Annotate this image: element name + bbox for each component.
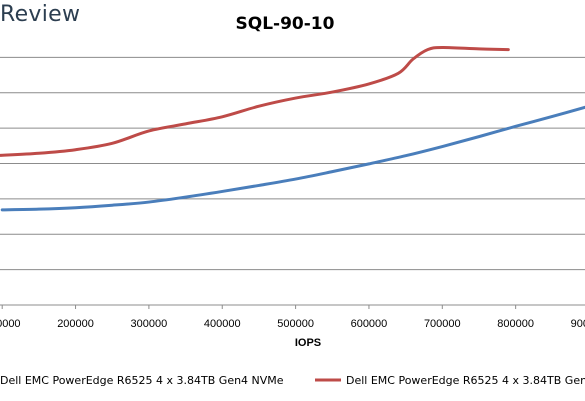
x-tick-label: 800000 — [497, 318, 534, 330]
legend-label-2: Dell EMC PowerEdge R6525 4 x 3.84TB Gen3 — [346, 374, 585, 387]
x-tick-label: 700000 — [424, 318, 461, 330]
x-tick-label: 100000 — [0, 318, 21, 330]
site-logo: Review — [0, 2, 81, 27]
gridlines — [0, 56, 585, 306]
legend-label-1: Dell EMC PowerEdge R6525 4 x 3.84TB Gen4… — [0, 374, 284, 387]
x-tick-label: 400000 — [204, 318, 241, 330]
x-axis: 100000 200000 300000 400000 500000 600000 7000… — [0, 305, 585, 330]
chart-title: SQL-90-10 — [235, 14, 335, 34]
x-tick-label: 900000 — [571, 318, 585, 330]
series-line-2 — [0, 45, 510, 157]
x-tick-label: 200000 — [57, 318, 94, 330]
x-tick-label: 300000 — [131, 318, 168, 330]
x-tick-label: 600000 — [351, 318, 388, 330]
x-tick-label: 500000 — [277, 318, 314, 330]
legend: Dell EMC PowerEdge R6525 4 x 3.84TB Gen4… — [0, 374, 585, 387]
x-axis-label: IOPS — [295, 337, 321, 349]
series-line-1 — [0, 105, 585, 212]
series-lines — [0, 45, 585, 212]
